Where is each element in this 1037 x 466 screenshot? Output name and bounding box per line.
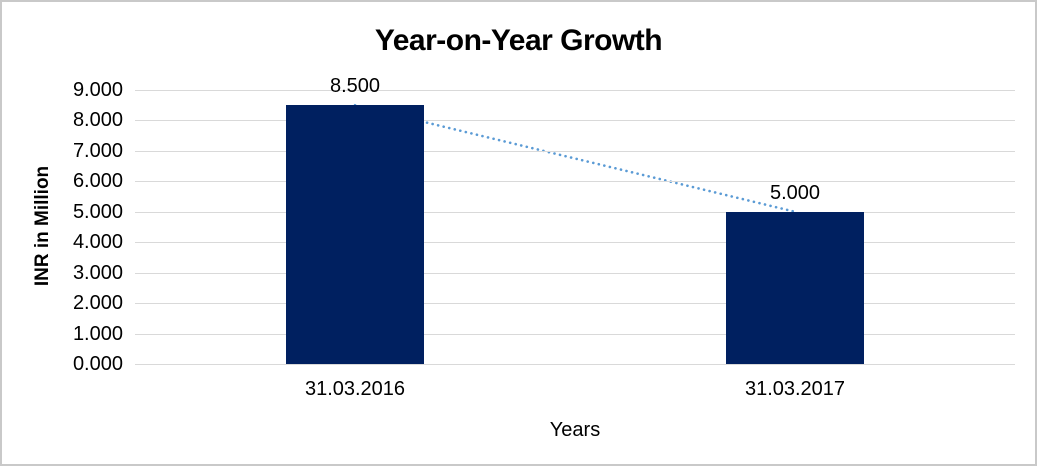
gridline [135,181,1015,183]
gridline [135,150,1015,152]
bar-31.03.2016 [286,105,424,364]
bar-value-label: 8.500 [329,75,381,98]
gridline [135,333,1015,335]
gridline [135,211,1015,213]
y-axis-ticks: 0.000 1.000 2.000 3.000 4.000 5.000 6.000 7.000… [2,79,123,375]
plot-area: 8.500 5.000 [135,75,1015,365]
y-axis-tick-label: 8.000 [72,109,123,132]
gridline [135,272,1015,274]
y-axis-tick-label: 3.000 [72,261,123,284]
y-axis-tick-label: 4.000 [72,231,123,254]
trendline-path [353,103,797,214]
x-axis-ticks: 31.03.2016 31.03.2017 [135,364,1015,400]
bar-value-label: 5.000 [769,181,821,204]
bar-31.03.2017 [726,211,864,364]
x-axis-tick-label: 31.03.2016 [304,378,406,400]
gridline [135,90,1015,91]
x-axis-tick-label: 31.03.2017 [744,378,846,400]
gridline [135,120,1015,122]
gridline [135,364,1015,365]
y-axis-tick-label: 6.000 [72,170,123,193]
gridline [135,242,1015,244]
y-axis-tick-label: 9.000 [72,79,123,101]
y-axis-tick-label: 7.000 [72,139,123,162]
y-axis-tick-label: 5.000 [72,200,123,223]
y-axis-tick-label: 0.000 [72,353,123,375]
chart-title: Year-on-Year Growth [374,24,663,57]
x-axis-title: Years [549,419,601,441]
y-axis-tick-label: 1.000 [72,322,123,345]
y-axis-tick-label: 2.000 [72,292,123,315]
gridline [135,303,1015,305]
trendline [353,103,797,214]
